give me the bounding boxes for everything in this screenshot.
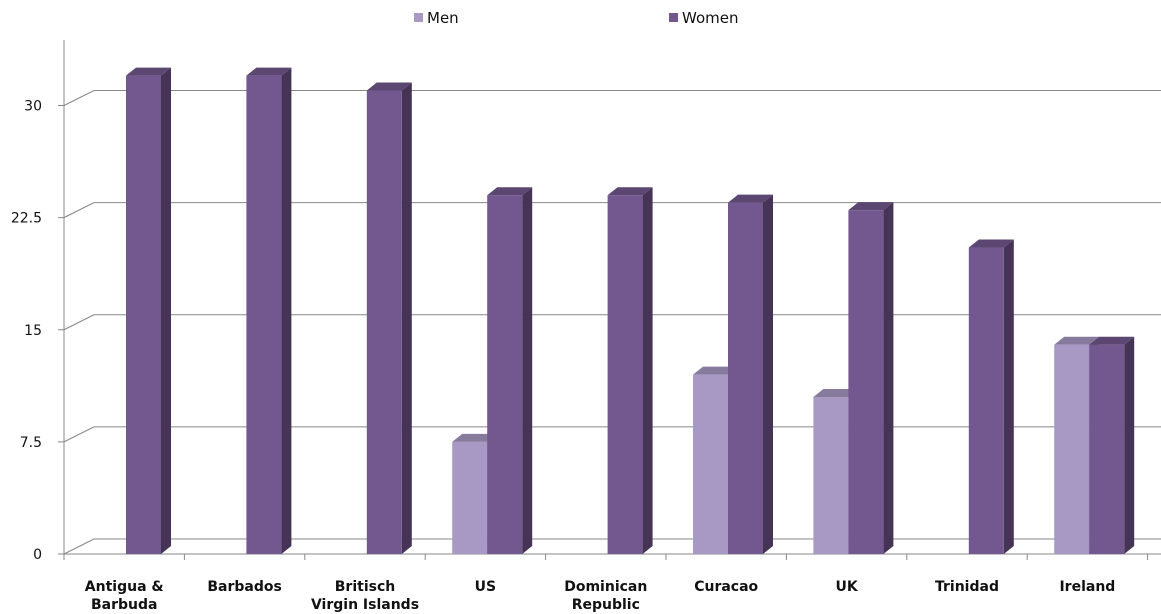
x-tick-label: Antigua & Barbuda [85, 579, 164, 613]
x-axis: Antigua & Barbuda Barbados Britisch Virgin I… [63, 554, 1149, 613]
bar-women [246, 67, 292, 554]
legend-label-men: Men [427, 9, 459, 27]
bar-women [366, 82, 412, 555]
bar-women [728, 194, 773, 555]
bar-women [487, 187, 533, 554]
legend-label-women: Women [682, 9, 738, 27]
y-tick-label: 22.5 [11, 211, 42, 227]
x-tick-label: Britisch Virgin Islands [311, 579, 419, 613]
y-tick-label: 30 [24, 99, 42, 115]
y-tick-label: 15 [24, 323, 42, 339]
y-tick-label: 7.5 [20, 435, 42, 451]
y-axis: 0 7.5 15 22.5 30 [11, 40, 65, 563]
x-tick-label: Trinidad [935, 579, 999, 595]
bars [126, 67, 1135, 555]
legend: Men Women [414, 9, 738, 27]
x-tick-label: Dominican Republic [564, 579, 647, 613]
bar-women [968, 239, 1014, 554]
legend-swatch-men [414, 13, 423, 22]
bar-women [1089, 336, 1135, 554]
x-tick-label: Barbados [207, 579, 281, 595]
bar-women [126, 67, 171, 554]
legend-swatch-women [669, 13, 678, 22]
x-tick-label: UK [835, 579, 858, 595]
bar-women [607, 187, 653, 554]
bar-women [848, 202, 894, 554]
gridline [63, 90, 1161, 106]
x-tick-label: US [475, 579, 496, 595]
x-tick-label: Ireland [1059, 579, 1115, 595]
y-tick-label: 0 [33, 547, 42, 563]
x-tick-label: Curacao [694, 579, 758, 595]
